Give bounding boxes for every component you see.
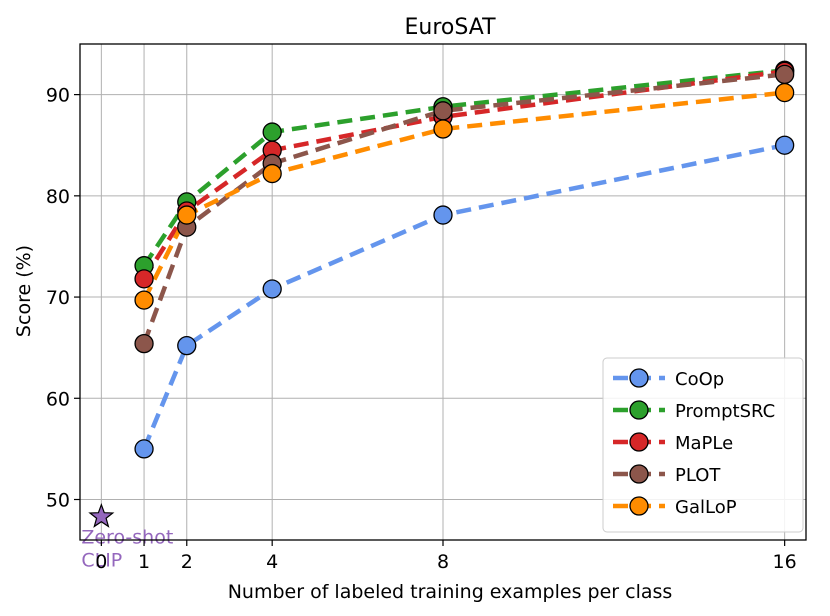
legend-label: PLOT [675,465,721,486]
data-point-coop [134,439,154,459]
legend-box [602,357,804,533]
y-tick-label: 60 [46,388,70,410]
data-point-gallop [134,290,154,310]
x-tick-label: 1 [138,551,150,573]
legend-label: CoOp [675,369,724,390]
x-tick-label: 8 [437,551,449,573]
legend-marker [629,464,649,484]
data-point-coop [774,135,795,155]
legend-marker [629,368,649,388]
x-tick-label: 2 [181,551,193,573]
y-tick-label: 70 [46,287,70,309]
ticks: 0 1 2 4 8 16 50 60 70 80 90 [46,85,797,573]
data-point-plot [134,333,154,354]
data-point-maple [134,269,154,289]
legend-label: MaPLe [675,433,733,454]
data-point-plot [774,64,795,85]
zero-shot-label: Zero-shot [81,527,173,549]
series-line-gallop [142,90,785,302]
legend-label: PromptSRC [675,401,775,422]
data-point-gallop [433,119,453,139]
series-layer [134,60,795,459]
legend-label: GalLoP [675,497,737,518]
y-axis-label: Score (%) [13,245,35,337]
legend: CoOp PromptSRC MaPLe PLOT GalLoP [602,357,804,533]
x-tick-label: 0 [95,551,107,573]
data-point-plot [433,101,453,121]
data-point-coop [262,279,282,299]
data-point-promptsrc [262,122,282,142]
series-line-promptsrc [142,68,785,267]
x-axis-label: Number of labeled training examples per … [228,581,673,603]
x-tick-label: 16 [773,551,797,573]
data-point-coop [433,205,453,225]
data-point-coop [177,335,197,356]
legend-marker [629,496,649,516]
zero-shot-label: CLIP [81,550,122,572]
data-point-gallop [177,205,197,225]
chart-title: EuroSAT [404,15,496,40]
legend-marker [629,400,649,420]
data-point-gallop [262,163,282,184]
y-tick-label: 90 [46,85,70,107]
y-tick-label: 80 [46,186,70,208]
grid [80,44,806,540]
y-tick-label: 50 [46,490,70,512]
data-point-gallop [774,82,795,103]
x-tick-label: 4 [266,551,278,573]
legend-marker [629,432,649,452]
zero-shot-star-icon [88,502,115,528]
